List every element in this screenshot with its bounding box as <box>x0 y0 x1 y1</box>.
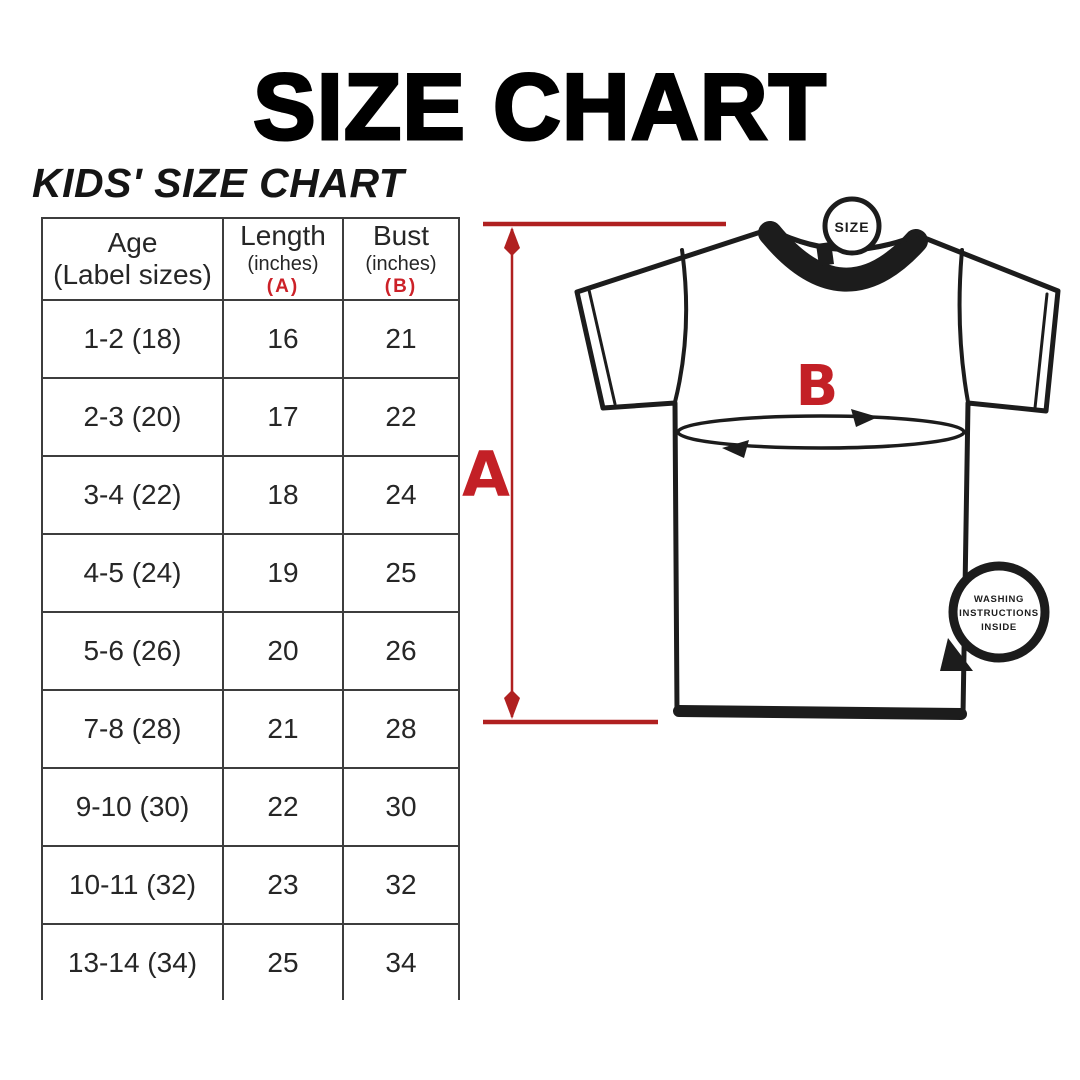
bust-arrow-left-icon <box>722 440 749 458</box>
table-cell-length: 25 <box>222 923 344 1000</box>
column-marker-a: (A) <box>266 275 300 297</box>
right-cuff-seam <box>1033 292 1049 410</box>
table-row: 9-10 (30) 22 30 <box>41 767 460 847</box>
table-cell-age: 13-14 (34) <box>41 923 224 1000</box>
table-cell-length: 18 <box>222 455 344 535</box>
table-row: 2-3 (20) 17 22 <box>41 377 460 457</box>
table-cell-length: 17 <box>222 377 344 457</box>
column-marker-b: (B) <box>384 275 418 297</box>
label-b: B <box>796 354 839 419</box>
table-row: 4-5 (24) 19 25 <box>41 533 460 613</box>
washing-badge-line1: WASHING <box>974 594 1024 605</box>
table-cell-age: 10-11 (32) <box>41 845 224 925</box>
page-title: SIZE CHART <box>252 54 828 159</box>
column-header-age: Age (Label sizes) <box>41 217 224 301</box>
table-cell-length: 21 <box>222 689 344 769</box>
column-header-bust: Bust (inches) (B) <box>342 217 460 301</box>
right-armhole-seam <box>957 248 970 404</box>
table-cell-length: 23 <box>222 845 344 925</box>
table-cell-length: 20 <box>222 611 344 691</box>
dimension-arrow-down-icon <box>504 690 520 719</box>
table-cell-bust: 28 <box>342 689 460 769</box>
dimension-arrow-up-icon <box>504 227 520 256</box>
column-label: Bust <box>372 219 430 251</box>
size-chart-table: Age (Label sizes) Length (inches) (A) Bu… <box>41 217 460 1000</box>
kids-size-chart-heading: KIDS' SIZE CHART <box>32 160 405 206</box>
table-cell-length: 19 <box>222 533 344 613</box>
table-row: 7-8 (28) 21 28 <box>41 689 460 769</box>
column-header-length: Length (inches) (A) <box>222 217 344 301</box>
dimension-a-group <box>483 221 726 725</box>
table-cell-bust: 24 <box>342 455 460 535</box>
collar-band <box>758 221 928 292</box>
left-armhole-seam <box>673 248 689 404</box>
table-cell-age: 7-8 (28) <box>41 689 224 769</box>
column-sublabel: (inches) <box>365 252 437 275</box>
column-label: Age <box>107 226 158 258</box>
table-cell-bust: 21 <box>342 299 460 379</box>
column-sublabel: (Label sizes) <box>53 259 212 290</box>
size-tag-circle <box>822 196 882 256</box>
washing-badge-tag <box>940 638 973 671</box>
size-table-container: Age (Label sizes) Length (inches) (A) Bu… <box>41 217 462 1000</box>
table-cell-bust: 34 <box>342 923 460 1000</box>
table-cell-bust: 26 <box>342 611 460 691</box>
bust-arrow-right-icon <box>851 409 878 427</box>
bust-measure-ellipse <box>676 414 966 450</box>
table-row: 13-14 (34) 25 34 <box>41 923 460 1000</box>
table-cell-length: 16 <box>222 299 344 379</box>
column-sublabel: (inches) <box>247 252 319 275</box>
table-cell-age: 2-3 (20) <box>41 377 224 457</box>
table-cell-age: 3-4 (22) <box>41 455 224 535</box>
washing-badge-line2: INSTRUCTIONS <box>959 608 1039 619</box>
left-cuff-seam <box>587 288 617 406</box>
hem-band <box>673 705 967 720</box>
table-row: 3-4 (22) 18 24 <box>41 455 460 535</box>
table-cell-age: 5-6 (26) <box>41 611 224 691</box>
size-tag: SIZE <box>822 196 882 256</box>
washing-badge: WASHING INSTRUCTIONS INSIDE <box>940 561 1050 671</box>
table-cell-age: 1-2 (18) <box>41 299 224 379</box>
tshirt-outline <box>574 221 1061 720</box>
table-cell-bust: 32 <box>342 845 460 925</box>
hang-tab <box>816 242 834 266</box>
table-cell-age: 9-10 (30) <box>41 767 224 847</box>
table-cell-bust: 30 <box>342 767 460 847</box>
size-table-body: 1-2 (18) 16 21 2-3 (20) 17 22 3-4 (22) 18 24 4-5 … <box>41 299 460 1000</box>
table-cell-age: 4-5 (24) <box>41 533 224 613</box>
size-tag-text: SIZE <box>834 219 869 235</box>
table-row: 5-6 (26) 20 26 <box>41 611 460 691</box>
table-cell-bust: 22 <box>342 377 460 457</box>
table-row: 1-2 (18) 16 21 <box>41 299 460 379</box>
washing-badge-line3: INSIDE <box>981 622 1017 633</box>
table-cell-bust: 25 <box>342 533 460 613</box>
label-a: A <box>462 438 510 511</box>
column-label: Length <box>240 219 326 251</box>
table-cell-length: 22 <box>222 767 344 847</box>
table-header-row: Age (Label sizes) Length (inches) (A) Bu… <box>41 217 460 301</box>
table-row: 10-11 (32) 23 32 <box>41 845 460 925</box>
washing-badge-circle <box>948 561 1050 663</box>
